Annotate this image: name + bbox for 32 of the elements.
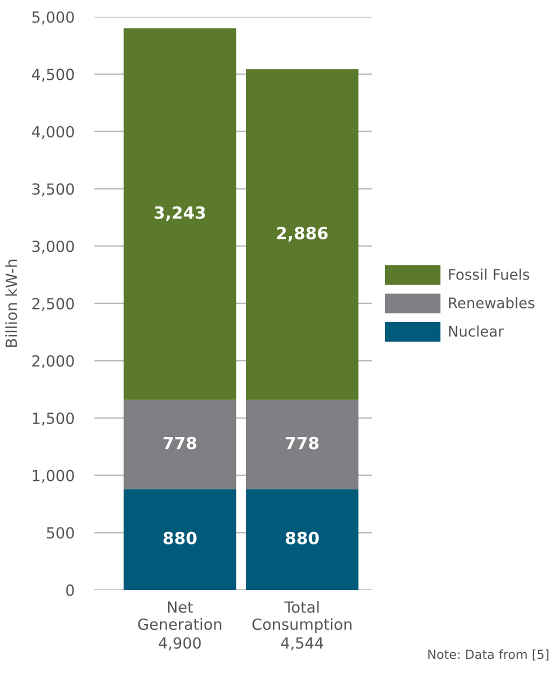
data-label: 880 xyxy=(286,532,319,544)
y-tick-label: 2,500 xyxy=(32,298,74,311)
data-label: 2,886 xyxy=(277,226,328,242)
bar xyxy=(124,489,236,590)
y-axis-title: Billion kW-h xyxy=(5,260,18,347)
legend-label: Renewables xyxy=(449,297,534,308)
x-tick-label: Total Consumption xyxy=(252,601,352,633)
bar xyxy=(124,400,236,490)
y-tick-label: 1,500 xyxy=(32,412,74,426)
y-tick-label: 1,000 xyxy=(32,470,74,483)
y-tick-label: 0 xyxy=(66,584,74,596)
y-tick-label: 3,000 xyxy=(32,240,74,254)
bar xyxy=(246,489,358,590)
text: Note: Data from [5] xyxy=(428,649,548,661)
total-label: 4,900 xyxy=(158,637,201,650)
y-tick-label: 5,000 xyxy=(32,11,74,24)
data-label: 778 xyxy=(286,436,319,450)
bar xyxy=(246,69,358,400)
x-tick-label: Net Generation xyxy=(138,602,222,630)
data-label: 3,243 xyxy=(154,206,205,222)
total-label: 4,544 xyxy=(281,637,324,650)
bar xyxy=(246,400,358,490)
legend-label: Fossil Fuels xyxy=(449,268,530,280)
y-tick-label: 500 xyxy=(46,527,74,539)
bar xyxy=(124,28,236,400)
data-label: 778 xyxy=(164,436,196,450)
legend-label: Nuclear xyxy=(449,326,504,337)
y-tick-label: 3,500 xyxy=(32,183,74,196)
y-tick-label: 4,000 xyxy=(32,126,74,140)
y-tick-label: 2,000 xyxy=(32,355,74,368)
y-tick-label: 4,500 xyxy=(32,68,74,82)
data-label: 880 xyxy=(164,532,197,544)
